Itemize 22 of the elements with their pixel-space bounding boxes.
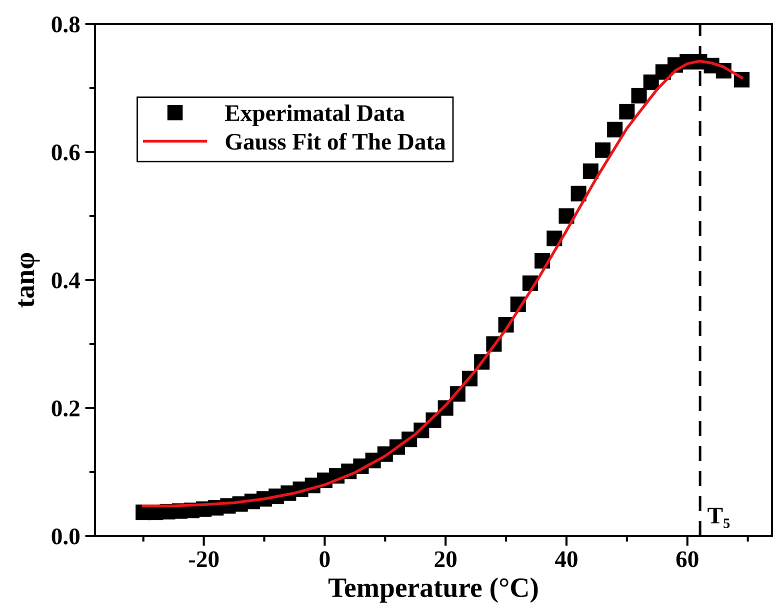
- legend-label: Gauss Fit of The Data: [226, 132, 446, 150]
- y-tick-label: 0.4: [52, 272, 80, 289]
- y-tick-label: 0.2: [52, 400, 80, 417]
- point: [570, 186, 586, 202]
- x-tick-label: -20: [188, 551, 219, 568]
- point: [594, 142, 611, 158]
- point: [619, 104, 635, 120]
- ref-line-label: T₅: [708, 508, 730, 528]
- y-tick-label: 0.0: [52, 528, 80, 545]
- point: [582, 163, 598, 179]
- x-tick-label: 20: [434, 551, 456, 568]
- x-tick-label: 60: [676, 551, 698, 568]
- x-tick-label: 0: [320, 551, 330, 568]
- point: [607, 122, 623, 138]
- point: [558, 208, 574, 224]
- point: [631, 88, 647, 104]
- x-tick-label: 40: [555, 551, 578, 568]
- legend-label: Experimatal Data: [225, 104, 405, 126]
- y-tick-label: 0.8: [52, 16, 80, 33]
- y-tick-label: 0.6: [52, 144, 80, 161]
- x-axis-title: Temperature (°C): [328, 578, 538, 603]
- y-axis-title: tanφ: [18, 253, 40, 308]
